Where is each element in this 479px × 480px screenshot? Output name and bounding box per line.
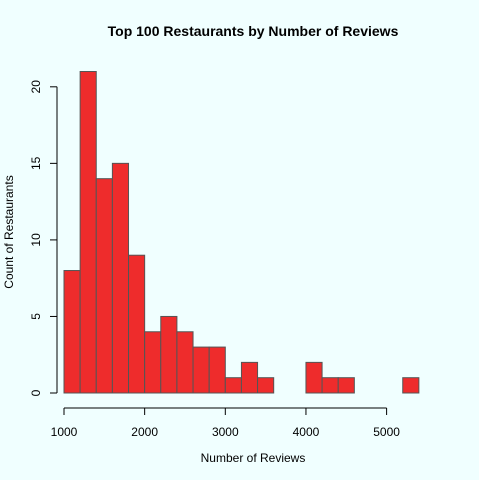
y-axis: 0 5 10 15 20	[29, 80, 58, 396]
histogram-bar	[176, 331, 194, 394]
x-tick-label: 5000	[373, 425, 400, 439]
y-tick-label: 15	[29, 156, 43, 170]
histogram-bar	[305, 361, 323, 394]
bars-group	[63, 71, 420, 394]
x-tick-label: 1000	[51, 425, 78, 439]
histogram-bar	[160, 315, 178, 394]
x-tick-label: 2000	[131, 425, 158, 439]
histogram-bar	[337, 377, 355, 394]
histogram-bar	[321, 377, 339, 394]
histogram-bar	[208, 346, 226, 394]
histogram-bar	[240, 361, 259, 394]
y-tick-label: 0	[29, 389, 43, 396]
y-tick-label: 5	[29, 313, 43, 320]
x-tick-label: 4000	[293, 425, 320, 439]
histogram-bar	[144, 331, 162, 394]
chart-title: Top 100 Restaurants by Number of Reviews	[108, 23, 399, 39]
histogram-bar	[95, 178, 113, 394]
histogram-bar	[111, 162, 130, 394]
histogram-bar	[257, 377, 275, 394]
y-tick-label: 20	[29, 80, 43, 94]
x-tick-label: 3000	[212, 425, 239, 439]
histogram-bar	[192, 346, 210, 394]
y-tick-label: 10	[29, 233, 43, 247]
histogram-bar	[224, 377, 242, 394]
histogram-bar	[63, 270, 81, 394]
histogram-bar	[128, 254, 146, 394]
histogram-bar	[402, 377, 420, 394]
x-axis-label: Number of Reviews	[201, 451, 306, 465]
y-axis-label: Count of Restaurants	[2, 175, 16, 288]
x-axis: 1000 2000 3000 4000 5000	[51, 407, 400, 439]
histogram-bar	[79, 71, 97, 394]
